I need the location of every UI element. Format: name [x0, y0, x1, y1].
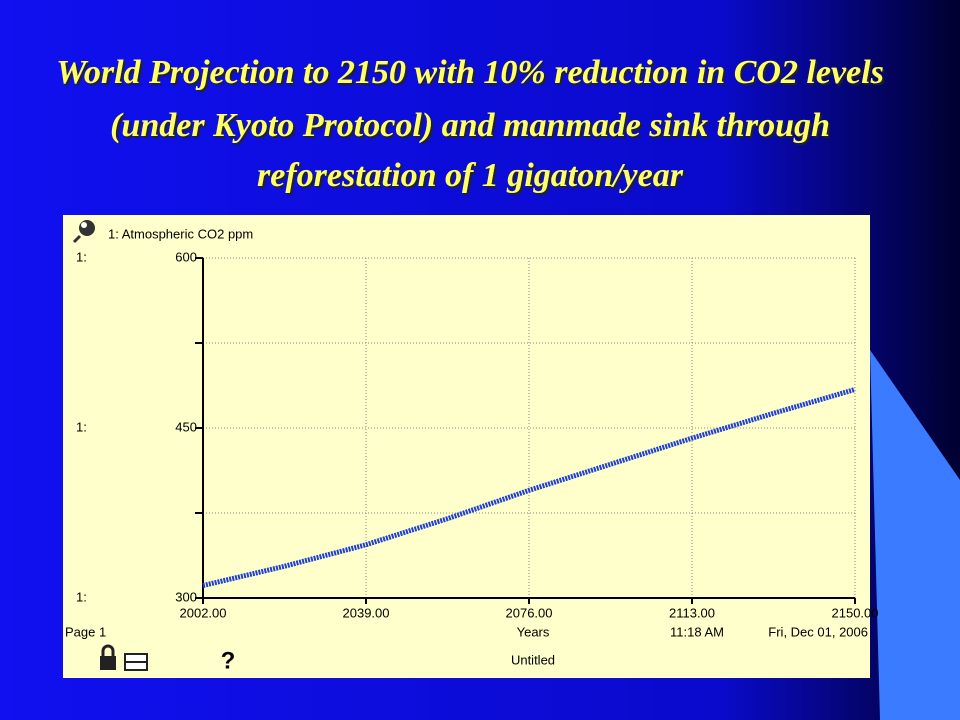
- series-line: [202, 387, 856, 588]
- title-line: reforestation of 1 gigaton/year: [257, 157, 684, 194]
- x-tick-label: 2113.00: [669, 605, 715, 620]
- toolbar-icons[interactable]: ?: [100, 644, 236, 674]
- title-line: (under Kyoto Protocol) and manmade sink …: [110, 107, 830, 144]
- axis-prefix: 1:: [76, 589, 87, 604]
- title-line: World Projection to 2150 with 10% reduct…: [56, 54, 884, 91]
- date-label: Fri, Dec 01, 2006: [768, 624, 868, 639]
- y-tick-label: 300: [175, 589, 197, 604]
- legend-label: 1: Atmospheric CO2 ppm: [108, 226, 253, 241]
- page-label: Page 1: [65, 624, 106, 639]
- legend-icon: [72, 220, 95, 244]
- svg-text:?: ?: [221, 647, 236, 674]
- x-tick-label: 2039.00: [343, 605, 390, 620]
- x-tick-label: 2076.00: [506, 605, 553, 620]
- y-tick-label: 600: [175, 249, 197, 264]
- chart-panel: [63, 215, 870, 678]
- axis-prefix: 1:: [76, 419, 87, 434]
- time-label: 11:18 AM: [670, 624, 724, 639]
- x-axis-label: Years: [517, 624, 550, 639]
- y-tick-label: 450: [175, 419, 197, 434]
- decor: [870, 350, 960, 720]
- axis-prefix: 1:: [76, 249, 87, 264]
- x-tick-label: 2002.00: [180, 605, 227, 620]
- x-tick-label: 2150.00: [832, 605, 879, 620]
- file-label: Untitled: [511, 652, 555, 667]
